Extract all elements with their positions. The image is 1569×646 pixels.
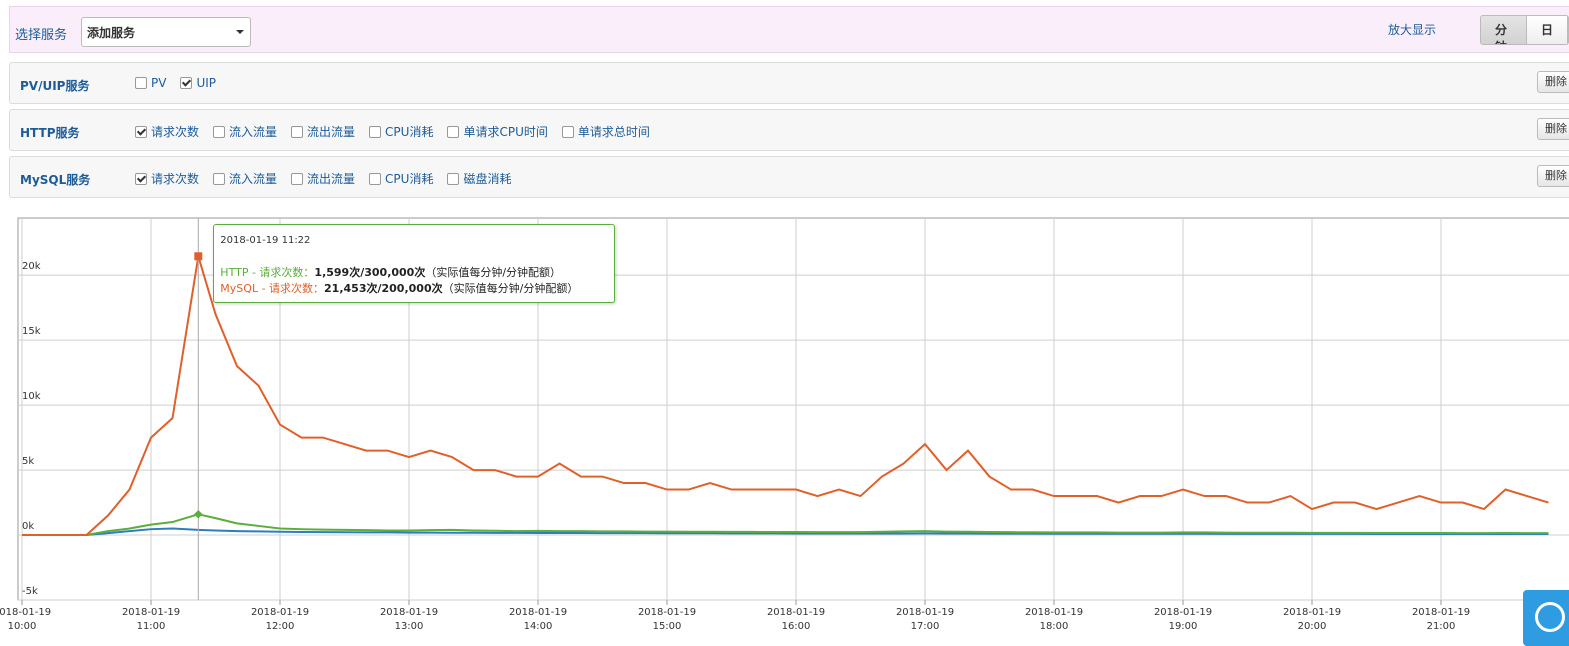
option-label: 流出流量 — [307, 125, 356, 139]
tooltip-label: HTTP - 请求次数： — [220, 266, 315, 279]
service-options: PV UIP — [135, 76, 230, 90]
x-tick-label: 2018-01-19 16:00 — [766, 607, 826, 632]
x-tick-label: 2018-01-19 11:00 — [121, 607, 181, 632]
select-value: 添加服务 — [87, 26, 136, 40]
option-label: 磁盘消耗 — [463, 172, 512, 186]
y-tick-label: 0k — [22, 521, 34, 532]
x-tick-label: 2018-01-19 14:00 — [508, 607, 568, 632]
y-tick-label: 15k — [22, 326, 41, 337]
zoom-link[interactable]: 放大显示 — [1388, 23, 1437, 37]
checkbox[interactable] — [291, 173, 304, 185]
granularity-button[interactable]: 日 — [1526, 16, 1568, 44]
checkbox[interactable] — [369, 126, 382, 138]
option-label: PV — [151, 76, 167, 90]
option[interactable]: 请求次数 — [135, 170, 199, 187]
option[interactable]: CPU消耗 — [369, 123, 433, 140]
tooltip-row: MySQL - 请求次数：21,453次/200,000次（实际值每分钟/分钟配… — [220, 280, 578, 296]
option[interactable]: 流出流量 — [291, 170, 355, 187]
tooltip-label: MySQL - 请求次数： — [220, 282, 325, 295]
service-name: HTTP服务 — [20, 126, 80, 140]
delete-button[interactable]: 删除 — [1537, 165, 1569, 187]
x-tick-label: 2018-01-19 17:00 — [895, 607, 955, 632]
service-name: PV/UIP服务 — [20, 79, 90, 93]
granularity-button[interactable]: 分钟 — [1481, 16, 1527, 44]
tooltip-row: HTTP - 请求次数：1,599次/300,000次（实际值每分钟/分钟配额） — [220, 264, 561, 280]
tooltip-value: 1,599次/300,000次 — [314, 266, 426, 279]
tooltip: 2018-01-19 11:22 HTTP - 请求次数：1,599次/300,0… — [213, 224, 616, 303]
toolbar — [9, 6, 1569, 53]
service-row — [9, 156, 1569, 198]
checkbox[interactable] — [135, 173, 147, 185]
x-tick-label: 2018-01-19 10:00 — [0, 607, 52, 632]
checkbox[interactable] — [447, 126, 460, 138]
tooltip-note: （实际值每分钟/分钟配额） — [442, 282, 579, 295]
option-label: UIP — [196, 76, 217, 90]
service-options: 请求次数 流入流量 流出流量 CPU消耗 磁盘消耗 — [135, 170, 525, 187]
series-line — [22, 513, 1549, 537]
service-select[interactable]: 添加服务 — [81, 17, 251, 47]
checkbox[interactable] — [135, 126, 147, 138]
delete-button[interactable]: 删除 — [1537, 71, 1569, 93]
option[interactable]: PV — [135, 76, 166, 90]
delete-button[interactable]: 删除 — [1537, 118, 1569, 140]
checkbox[interactable] — [213, 173, 226, 185]
option-label: 单请求总时间 — [577, 125, 650, 139]
tooltip-time: 2018-01-19 11:22 — [220, 235, 311, 246]
x-tick-label: 2018-01-19 13:00 — [379, 607, 439, 632]
option-label: 请求次数 — [151, 125, 200, 139]
checkbox[interactable] — [291, 126, 304, 138]
option-label: CPU消耗 — [385, 125, 434, 139]
hover-point — [194, 510, 203, 519]
service-row — [9, 62, 1569, 104]
option-label: CPU消耗 — [385, 172, 434, 186]
service-name: MySQL服务 — [20, 173, 91, 187]
option-label: 流入流量 — [229, 125, 278, 139]
checkbox[interactable] — [213, 126, 226, 138]
option[interactable]: 单请求CPU时间 — [447, 123, 548, 140]
select-label: 选择服务 — [15, 28, 68, 43]
tooltip-value: 21,453次/200,000次 — [324, 282, 443, 295]
tooltip-note: （实际值每分钟/分钟配额） — [425, 266, 562, 279]
x-tick-label: 2018-01-19 20:00 — [1282, 607, 1342, 632]
x-tick-label: 2018-01-19 12:00 — [250, 607, 310, 632]
service-options: 请求次数 流入流量 流出流量 CPU消耗 单请求CPU时间 单请求总时间 — [135, 123, 664, 140]
y-tick-label: -5k — [22, 586, 38, 597]
checkbox[interactable] — [369, 173, 382, 185]
chat-icon — [1535, 602, 1565, 632]
checkbox[interactable] — [561, 126, 574, 138]
series-line — [22, 256, 1549, 537]
option[interactable]: CPU消耗 — [369, 170, 433, 187]
hover-point — [194, 252, 203, 261]
service-row — [9, 109, 1569, 151]
option[interactable]: 流入流量 — [213, 170, 277, 187]
checkbox[interactable] — [447, 173, 460, 185]
option[interactable]: 流入流量 — [213, 123, 277, 140]
x-tick-label: 2018-01-19 21:00 — [1411, 607, 1471, 632]
y-tick-label: 10k — [22, 391, 41, 402]
option[interactable]: 请求次数 — [135, 123, 199, 140]
y-tick-label: 5k — [22, 456, 34, 467]
granularity: 分钟日 — [1480, 15, 1569, 45]
checkbox[interactable] — [180, 77, 193, 89]
series-line — [22, 527, 1549, 537]
option-label: 请求次数 — [151, 172, 200, 186]
option[interactable]: UIP — [180, 76, 216, 90]
option-label: 单请求CPU时间 — [463, 125, 548, 139]
option[interactable]: 单请求总时间 — [561, 123, 650, 140]
option[interactable]: 流出流量 — [291, 123, 355, 140]
y-tick-label: 20k — [22, 261, 41, 272]
caret — [236, 30, 244, 38]
x-tick-label: 2018-01-19 15:00 — [637, 607, 697, 632]
chat-button[interactable] — [1523, 590, 1569, 646]
x-tick-label: 2018-01-19 19:00 — [1153, 607, 1213, 632]
option-label: 流出流量 — [307, 172, 356, 186]
option-label: 流入流量 — [229, 172, 278, 186]
checkbox[interactable] — [135, 77, 147, 89]
x-tick-label: 2018-01-19 18:00 — [1024, 607, 1084, 632]
option[interactable]: 磁盘消耗 — [447, 170, 511, 187]
